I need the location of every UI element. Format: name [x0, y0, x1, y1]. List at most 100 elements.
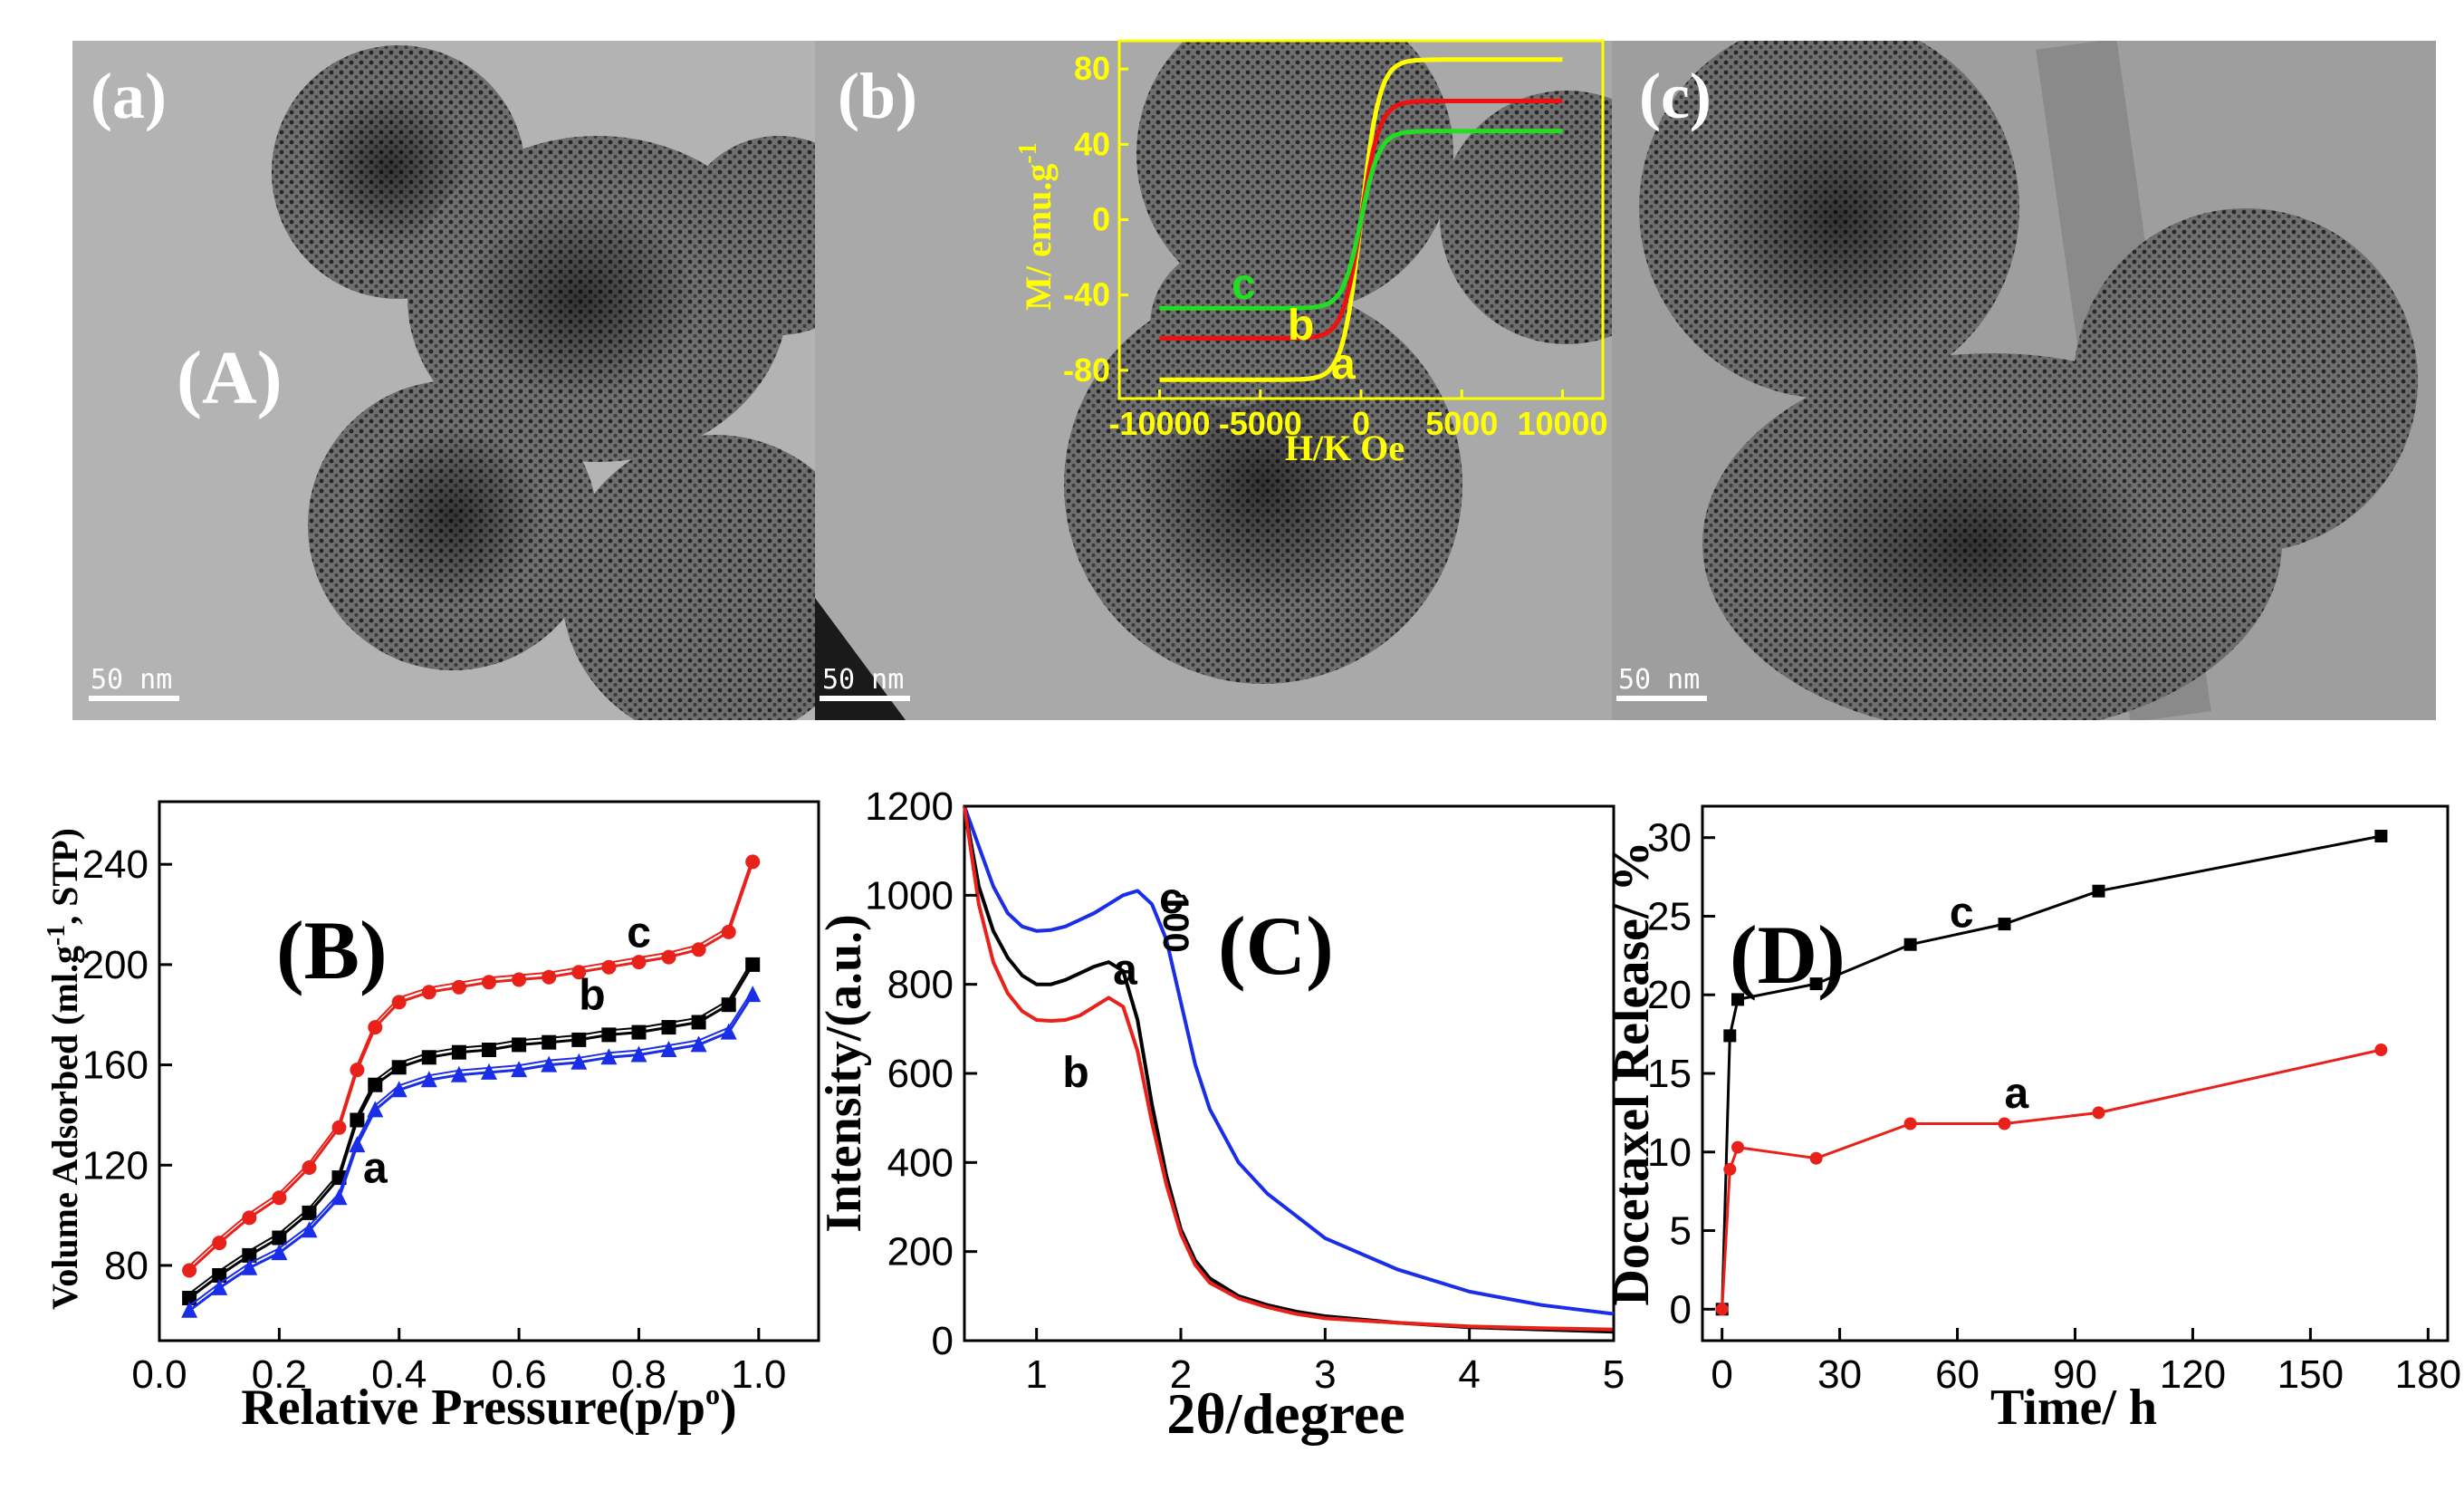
data-point [1723, 1162, 1737, 1176]
data-point [212, 1268, 227, 1283]
data-point [601, 1027, 617, 1043]
chart-B: cb a 0.0 0.2 0.4 0.6 0.8 1.0 80 120 160 200 240 (B)… [43, 800, 820, 1436]
x-tick-label: 0.8 [611, 1352, 666, 1397]
x-tick-label: 0 [1711, 1352, 1732, 1397]
data-point [391, 1060, 407, 1075]
data-point [301, 1221, 318, 1238]
inset-y-tick-label: 0 [1092, 201, 1110, 238]
data-point [421, 1050, 436, 1065]
data-point [2374, 1044, 2388, 1056]
inset-y-tick-label: -80 [1063, 351, 1110, 389]
mesoporous-particle [1150, 245, 1313, 408]
data-point [571, 965, 587, 980]
chart-C-panel-label: (C) [1218, 899, 1334, 992]
inset-ylabel: M/ emu.g-1 [1014, 142, 1059, 311]
data-point [661, 1020, 676, 1035]
y-tick-label: 400 [887, 1140, 954, 1185]
chart-C-ylabel: Intensity/(a.u.) [816, 914, 872, 1233]
data-point [271, 1244, 288, 1261]
chart-D-panel-label: (D) [1730, 909, 1846, 1001]
y-tick-label: 5 [1670, 1209, 1692, 1254]
chart-D-ylabel: Docetaxel Release/ % [1604, 841, 1660, 1305]
figure-label-A: (A) [177, 336, 283, 420]
series-label: a [1113, 947, 1137, 995]
data-point [630, 1045, 647, 1063]
data-point [481, 1063, 497, 1080]
inset-axes: -10000 -5000 0 5000 10000 -80 -40 0 40 80 [1063, 50, 1608, 442]
inset-y-tick-label: -40 [1063, 276, 1110, 313]
chart-D-frame [1701, 804, 2450, 1342]
y-tick-label: 120 [82, 1143, 149, 1188]
inset-series-label: a [1331, 341, 1356, 389]
series-label: b [1062, 1049, 1088, 1097]
x-tick-label: 60 [1935, 1352, 1980, 1397]
inset-y-tick-label: 80 [1074, 50, 1110, 87]
inset-y-tick-label: 40 [1074, 125, 1110, 162]
tem-panel-a: 50 nm (a) (A) [72, 41, 815, 720]
data-point [302, 1160, 317, 1175]
data-point [272, 1190, 287, 1206]
inset-series-label: b [1288, 302, 1314, 350]
data-point [242, 1247, 257, 1263]
data-point [601, 959, 617, 975]
data-point [541, 1055, 558, 1073]
data-point [1723, 1029, 1737, 1043]
data-point [512, 1037, 527, 1053]
particle-core [1711, 91, 1965, 344]
data-point [1998, 1117, 2011, 1130]
data-point [450, 1065, 467, 1082]
inset-x-tick-label: 10000 [1517, 405, 1607, 442]
y-tick-label: 80 [104, 1244, 149, 1288]
data-point [2092, 1106, 2105, 1120]
data-point [1998, 918, 2011, 931]
data-point [2092, 884, 2105, 898]
data-point [660, 1041, 677, 1057]
data-point [367, 1101, 384, 1118]
y-tick-label: 1000 [865, 873, 954, 918]
data-point [1903, 938, 1917, 951]
data-point [661, 949, 676, 965]
data-point [542, 969, 557, 985]
data-point [1731, 1140, 1744, 1154]
y-tick-label: 10 [1647, 1130, 1692, 1175]
scale-bar-label: 50 nm [822, 664, 904, 696]
x-tick-label: 0.2 [252, 1352, 307, 1397]
data-point [350, 1063, 365, 1078]
x-tick-label: 0.4 [371, 1352, 427, 1397]
data-point [691, 942, 706, 957]
chart-D-axes: 0 30 60 90 120 150 180 0 5 10 15 20 25 30 [1647, 816, 2461, 1397]
data-point [691, 1015, 706, 1030]
chart-C-xlabel: 2θ/degree [1166, 1381, 1405, 1446]
data-point [212, 1236, 227, 1251]
y-tick-label: 240 [82, 842, 149, 887]
data-point [350, 1112, 365, 1128]
x-tick-label: 150 [2277, 1352, 2344, 1397]
inset-plot-area: abc [1159, 57, 1563, 389]
series-line [1159, 129, 1563, 311]
x-tick-label: 90 [2053, 1352, 2097, 1397]
particle-core [462, 199, 697, 399]
y-tick-label: 0 [932, 1319, 954, 1363]
y-tick-label: 600 [887, 1052, 954, 1096]
y-tick-label: 200 [887, 1230, 954, 1275]
data-point [451, 979, 466, 995]
data-point [600, 1048, 618, 1065]
y-tick-label: 0 [1670, 1287, 1692, 1332]
inset-x-tick-label: -5000 [1219, 405, 1302, 442]
y-tick-label: 800 [887, 963, 954, 1007]
y-tick-label: 20 [1647, 973, 1692, 1017]
tem-panel-b: 50 nm (b) [815, 41, 1612, 720]
data-point [420, 1071, 437, 1088]
data-point [421, 985, 436, 1000]
series-label: b [579, 972, 605, 1020]
grid-edge-dark [815, 598, 906, 720]
data-point [1731, 993, 1744, 1006]
inset-x-tick-label: 5000 [1425, 405, 1498, 442]
tem-panel-label: (a) [91, 60, 167, 132]
x-tick-label: 4 [1458, 1352, 1480, 1397]
data-point [745, 854, 761, 870]
y-tick-label: 15 [1647, 1052, 1692, 1096]
series-line [188, 857, 754, 1267]
